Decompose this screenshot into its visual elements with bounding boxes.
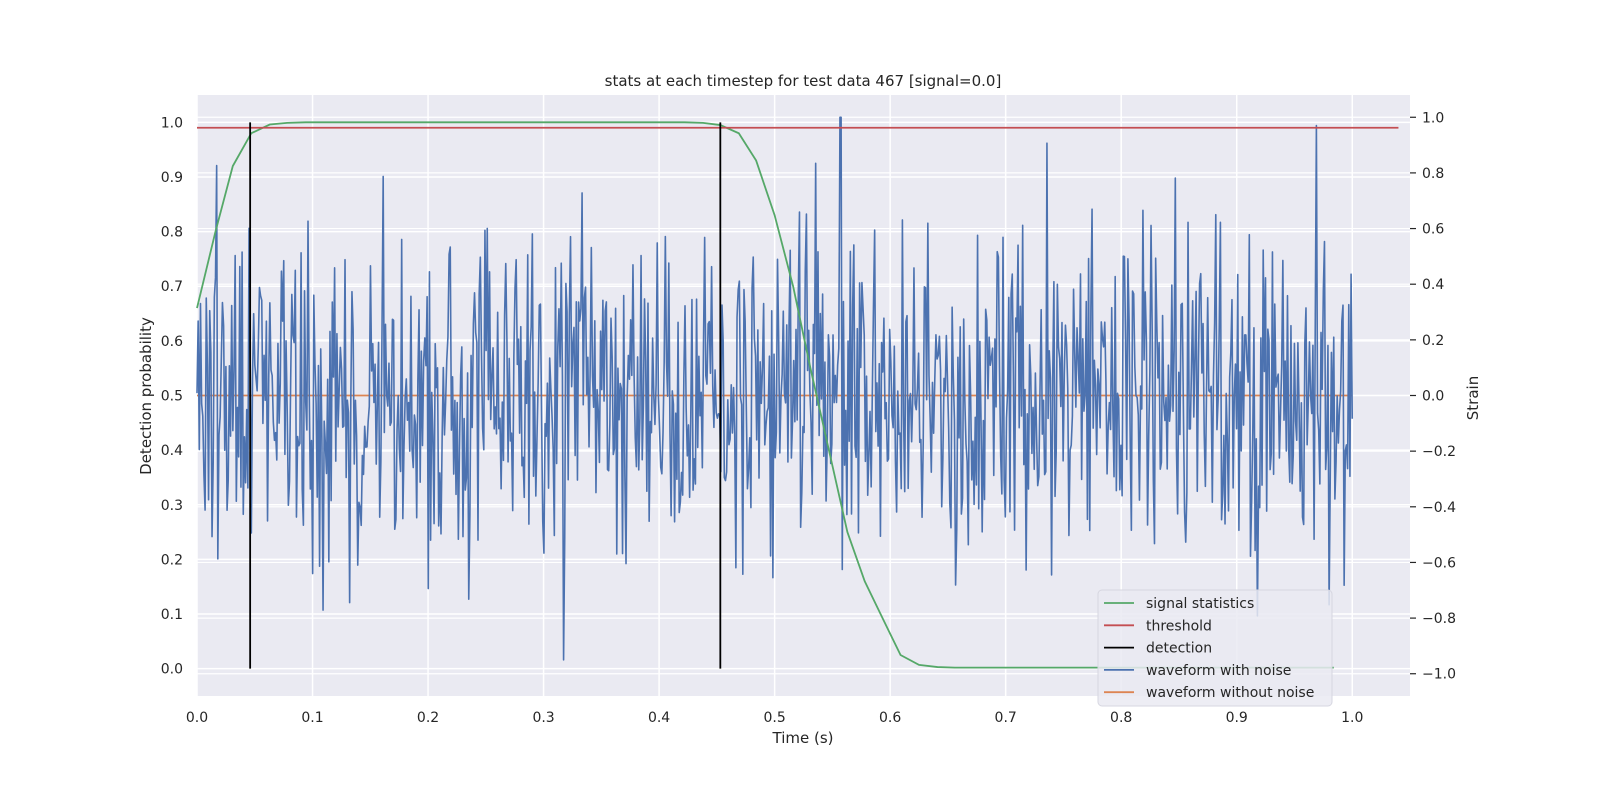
legend-label: threshold	[1146, 618, 1212, 634]
y-right-tick-label: −0.4	[1422, 500, 1456, 516]
y-axis-right: −1.0 −0.8 −0.6 −0.4 −0.2 0.0 0.2 0.4 0.6 0.8 1.0	[1410, 110, 1456, 683]
y-right-tick-label: 0.4	[1422, 277, 1444, 293]
y-left-tick-label: 0.5	[161, 389, 183, 405]
y-axis-right-label: Strain	[1464, 376, 1482, 420]
y-right-tick-label: 0.8	[1422, 166, 1444, 182]
x-tick-label: 0.5	[763, 710, 785, 726]
x-axis: 0.0 0.1 0.2 0.3 0.4 0.5 0.6 0.7 0.8 0.9 1.0	[186, 710, 1364, 726]
legend-label: signal statistics	[1146, 596, 1254, 612]
y-left-tick-label: 0.4	[161, 443, 183, 459]
legend-label: waveform without noise	[1146, 685, 1314, 701]
detection-series	[249, 122, 722, 669]
y-left-tick-label: 1.0	[161, 115, 183, 131]
y-right-tick-label: 0.0	[1422, 389, 1444, 405]
y-left-tick-label: 0.3	[161, 498, 183, 514]
y-left-tick-label: 0.0	[161, 662, 183, 678]
x-tick-label: 0.6	[879, 710, 901, 726]
x-tick-label: 0.9	[1226, 710, 1248, 726]
waveform-with-noise-series	[196, 116, 1354, 661]
x-tick-label: 1.0	[1341, 710, 1363, 726]
waveform-with-noise-line	[196, 116, 1354, 661]
x-tick-label: 0.8	[1110, 710, 1132, 726]
x-tick-label: 0.7	[995, 710, 1017, 726]
y-left-tick-label: 0.1	[161, 607, 183, 623]
x-tick-label: 0.1	[301, 710, 323, 726]
legend-label: waveform with noise	[1146, 663, 1291, 679]
y-left-tick-label: 0.6	[161, 334, 183, 350]
y-left-tick-label: 0.9	[161, 170, 183, 186]
y-left-tick-label: 0.8	[161, 225, 183, 241]
legend-label: detection	[1146, 641, 1212, 657]
y-right-tick-label: −0.6	[1422, 555, 1456, 571]
y-right-tick-label: −0.2	[1422, 444, 1456, 460]
legend: signal statistics threshold detection wavef…	[1097, 589, 1333, 707]
x-tick-label: 0.4	[648, 710, 670, 726]
x-tick-label: 0.0	[186, 710, 208, 726]
y-right-tick-label: −0.8	[1422, 611, 1456, 627]
x-tick-label: 0.3	[532, 710, 554, 726]
legend-box	[1097, 589, 1333, 707]
y-right-tick-label: 1.0	[1422, 110, 1444, 126]
y-axis-left-label: Detection probability	[137, 317, 155, 475]
chart-title: stats at each timestep for test data 467…	[605, 72, 1002, 90]
y-right-tick-label: 0.2	[1422, 333, 1444, 349]
y-right-tick-label: −1.0	[1422, 667, 1456, 683]
y-right-tick-label: 0.6	[1422, 222, 1444, 238]
y-left-tick-label: 0.7	[161, 279, 183, 295]
x-axis-label: Time (s)	[772, 729, 834, 747]
y-axis-left: 0.0 0.1 0.2 0.3 0.4 0.5 0.6 0.7 0.8 0.9 1.0	[161, 115, 183, 677]
x-tick-label: 0.2	[417, 710, 439, 726]
y-left-tick-label: 0.2	[161, 552, 183, 568]
